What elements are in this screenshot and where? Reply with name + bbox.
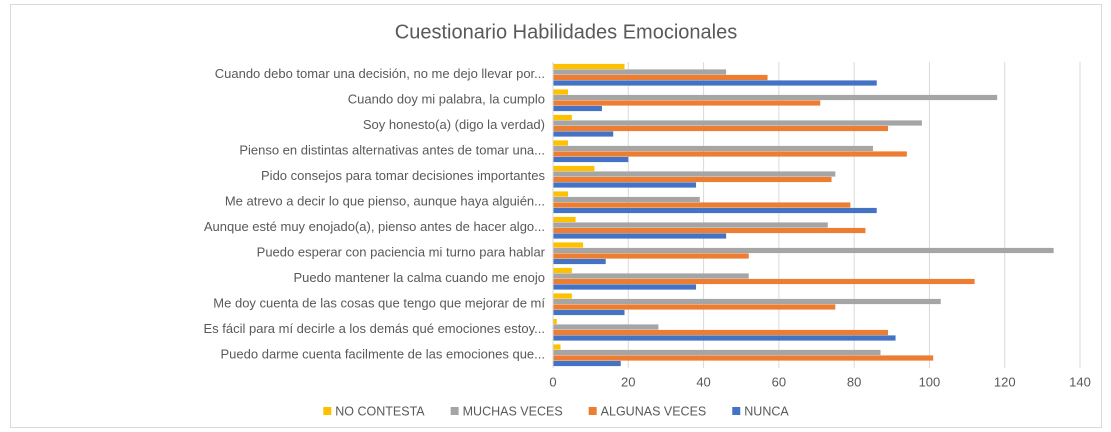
bar xyxy=(553,80,877,86)
bar xyxy=(553,349,881,356)
bar xyxy=(553,216,576,223)
x-tick-label: 120 xyxy=(994,374,1016,389)
bar xyxy=(553,89,569,95)
y-tick-label: Me doy cuenta de las cosas que tengo que… xyxy=(213,296,545,311)
bar xyxy=(553,69,727,75)
legend-swatch xyxy=(588,407,597,415)
bar xyxy=(553,253,749,259)
legend-label: MUCHAS VECES xyxy=(463,404,563,418)
bar xyxy=(553,63,625,70)
bar xyxy=(553,304,836,310)
y-tick-label: Pienso en distintas alternativas antes d… xyxy=(239,143,545,158)
bar xyxy=(553,233,727,239)
y-tick-label: Puedo darme cuenta facilmente de las emo… xyxy=(221,347,545,362)
legend-swatch xyxy=(732,407,741,415)
bar xyxy=(553,202,851,208)
bar xyxy=(553,309,625,316)
legend-label: ALGUNAS VECES xyxy=(601,404,707,418)
bar xyxy=(553,191,569,197)
bar xyxy=(553,125,889,132)
y-tick-label: Puedo mantener la calma cuando me enojo xyxy=(294,270,546,285)
bar xyxy=(553,324,659,330)
bar xyxy=(553,171,836,177)
x-tick-label: 20 xyxy=(621,374,635,389)
x-tick-label: 60 xyxy=(772,374,786,389)
x-tick-label: 40 xyxy=(696,374,710,389)
bar xyxy=(553,74,768,81)
bar xyxy=(553,227,866,234)
x-tick-label: 100 xyxy=(919,374,941,389)
bar xyxy=(553,267,572,274)
bar xyxy=(553,360,621,367)
bar xyxy=(553,278,975,285)
bar xyxy=(553,100,821,106)
y-tick-label: Puedo esperar con paciencia mi turno par… xyxy=(257,245,546,260)
bar xyxy=(553,293,572,299)
bar xyxy=(553,165,595,172)
y-tick-label: Cuando debo tomar una decisión, no me de… xyxy=(215,66,545,81)
y-tick-label: Pido consejos para tomar decisiones impo… xyxy=(261,168,545,183)
bar xyxy=(553,329,889,336)
x-tick-label: 140 xyxy=(1069,374,1091,389)
bar xyxy=(553,182,697,188)
y-tick-label: Aunque esté muy enojado(a), pienso antes… xyxy=(204,219,545,234)
bar xyxy=(553,258,606,265)
legend-swatch xyxy=(450,407,459,415)
bar xyxy=(553,120,922,126)
bar xyxy=(553,284,697,290)
bar xyxy=(553,140,569,146)
legend-swatch xyxy=(323,407,332,415)
bar xyxy=(553,318,557,325)
bar xyxy=(553,176,832,183)
x-tick-label: 80 xyxy=(847,374,861,389)
bar xyxy=(553,222,828,228)
bar xyxy=(553,196,700,203)
x-tick-label: 0 xyxy=(549,374,556,389)
y-tick-label: Soy honesto(a) (digo la verdad) xyxy=(363,117,545,132)
bar xyxy=(553,242,584,248)
legend-label: NO CONTESTA xyxy=(335,404,425,418)
chart-title: Cuestionario Habilidades Emocionales xyxy=(395,21,737,43)
y-tick-label: Cuando doy mi palabra, la cumplo xyxy=(348,92,545,107)
bar xyxy=(553,94,998,101)
bar xyxy=(553,105,602,112)
y-tick-label: Es fácil para mí decirle a los demás qué… xyxy=(203,321,545,336)
y-tick-label: Me atrevo a decir lo que pienso, aunque … xyxy=(225,194,545,209)
bar xyxy=(553,131,614,137)
bar xyxy=(553,335,896,341)
legend-label: NUNCA xyxy=(744,404,789,418)
bar xyxy=(553,344,561,350)
bar xyxy=(553,145,873,152)
bar xyxy=(553,298,941,305)
bar xyxy=(553,355,934,361)
bar xyxy=(553,247,1054,254)
bar xyxy=(553,273,749,279)
bar xyxy=(553,156,629,163)
bar xyxy=(553,151,907,157)
bar xyxy=(553,207,877,214)
bar xyxy=(553,114,572,121)
